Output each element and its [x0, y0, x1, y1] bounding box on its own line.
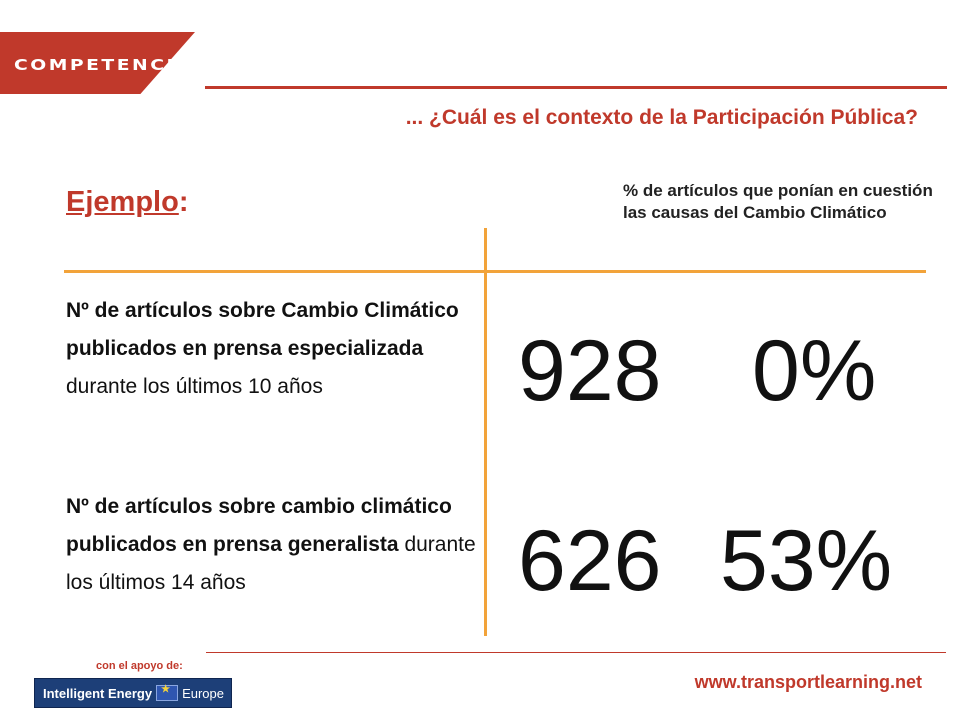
- row-label-specialized: Nº de artículos sobre Cambio Climático p…: [66, 292, 476, 406]
- intelligent-energy-logo: Intelligent Energy Europe: [34, 678, 232, 708]
- eu-flag-icon: [156, 684, 179, 701]
- percent-general: 53%: [720, 513, 893, 609]
- partner-logo-text: Intelligent Energy: [43, 685, 153, 701]
- slide-question: ... ¿Cuál es el contexto de la Participa…: [405, 106, 918, 129]
- row-label-bold: Nº de artículos sobre cambio climático p…: [66, 495, 452, 556]
- count-general: 626: [518, 513, 662, 609]
- row-label-rest: durante los últimos 14 años: [66, 533, 476, 594]
- header-rule: [205, 86, 947, 89]
- footer-rule: [206, 652, 946, 653]
- table-vertical-rule: [484, 228, 487, 636]
- competence-logo: COMPETENCE: [14, 56, 182, 74]
- website-link[interactable]: www.transportlearning.net: [694, 672, 922, 692]
- session-topic: PARTICIPACION PUBLICA: [728, 60, 940, 79]
- percent-column-header: % de artículos que ponían en cuestión la…: [623, 181, 933, 222]
- percent-specialized: 0%: [752, 323, 877, 419]
- count-specialized: 928: [518, 323, 662, 419]
- table-horizontal-rule: [64, 270, 926, 273]
- row-label-rest: durante los últimos 10 años: [66, 375, 323, 398]
- example-heading: Ejemplo:: [66, 186, 188, 219]
- example-label: Ejemplo: [66, 186, 179, 218]
- support-text: con el apoyo de:: [96, 660, 183, 672]
- session-title: Sesión de Formación - PARTICIPACION PUBL…: [552, 60, 940, 80]
- row-label-bold: Nº de artículos sobre Cambio Climático p…: [66, 299, 459, 360]
- example-colon: :: [178, 186, 189, 218]
- partner-logo-suffix: Europe: [182, 685, 224, 701]
- row-label-general: Nº de artículos sobre cambio climático p…: [66, 488, 476, 602]
- session-prefix: Sesión de Formación -: [552, 62, 729, 79]
